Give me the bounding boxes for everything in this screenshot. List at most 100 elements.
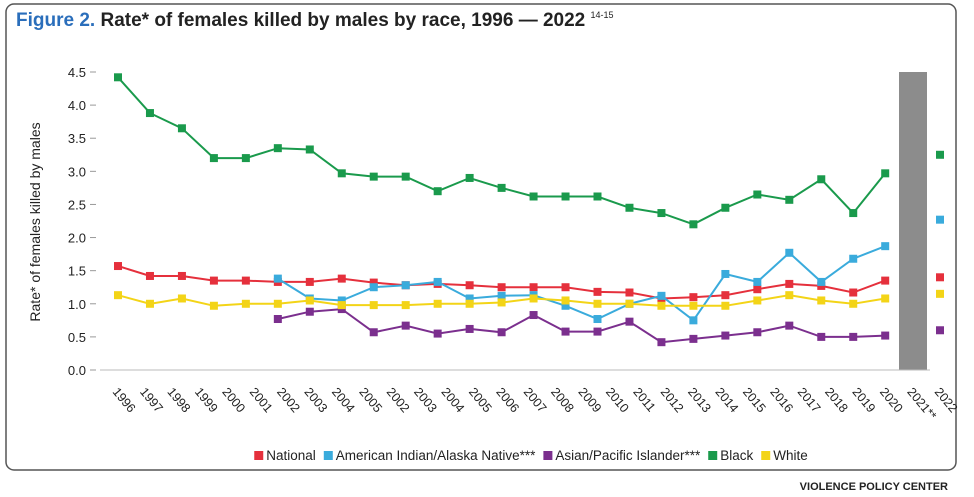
data-point [369,283,378,292]
data-point [305,145,314,154]
data-point [689,334,698,343]
data-point [817,277,826,286]
data-point [465,294,474,303]
data-point [369,172,378,181]
data-point [753,296,762,305]
data-point [721,291,730,300]
data-point [241,299,250,308]
data-point [561,327,570,336]
data-point [433,299,442,308]
data-point [657,209,666,218]
data-point [114,291,122,300]
data-point [936,273,944,282]
data-point [177,294,186,303]
legend-swatch [543,451,553,460]
data-point [753,190,762,199]
legend-label: American Indian/Alaska Native*** [336,448,536,463]
data-point [936,150,944,159]
data-point [689,301,698,310]
legend-swatch [761,451,771,460]
data-point [145,299,154,308]
data-point [849,332,858,341]
data-point [593,192,602,201]
data-point [241,154,250,163]
chart-title: Rate* of females killed by males by race… [100,10,585,31]
data-point [369,301,378,310]
data-point [305,307,314,316]
data-point [114,73,122,82]
data-point [561,192,570,201]
data-point [657,301,666,310]
data-point [337,296,346,305]
data-point [241,276,250,285]
data-point [593,315,602,324]
data-point [721,203,730,212]
data-point [273,315,282,324]
data-point [593,327,602,336]
data-point [177,271,186,280]
data-point [401,172,410,181]
y-tick-label: 0.5 [68,330,86,345]
data-point [561,283,570,292]
data-point [849,288,858,297]
data-point [849,254,858,263]
data-point [433,187,442,196]
legend-swatch [323,451,333,460]
data-point [881,242,890,251]
data-point [465,299,474,308]
data-point [497,283,506,292]
data-point [209,276,218,285]
data-point [593,287,602,296]
y-tick-label: 3.0 [68,164,86,179]
data-point [401,301,410,310]
data-point [785,279,794,288]
data-point [465,281,474,290]
data-point [529,294,538,303]
data-point [337,301,346,310]
y-tick-label: 0.0 [68,363,86,378]
data-point [881,276,890,285]
data-point [936,289,944,298]
data-point [209,301,218,310]
data-point [785,291,794,300]
data-point [753,328,762,337]
y-tick-label: 2.5 [68,197,86,212]
y-tick-label: 1.0 [68,297,86,312]
data-point [529,192,538,201]
data-point [625,203,634,212]
data-point [689,220,698,229]
data-point [689,316,698,325]
data-point [849,209,858,218]
data-point [529,283,538,292]
data-point [817,332,826,341]
data-point [305,296,314,305]
data-point [785,248,794,257]
data-point [817,296,826,305]
data-point [433,329,442,338]
data-point [721,331,730,340]
data-point [273,299,282,308]
data-point [401,281,410,290]
legend-label: White [773,448,808,463]
data-point [497,328,506,337]
data-point [785,321,794,330]
data-point [721,301,730,310]
data-point [936,326,944,335]
data-point [369,278,378,287]
legend: National American Indian/Alaska Native***… [254,448,808,463]
y-tick-label: 4.5 [68,65,86,80]
title-note: 14-15 [591,10,614,20]
y-axis-label: Rate* of females killed by males [27,122,43,321]
legend-label: Asian/Pacific Islander*** [555,448,701,463]
data-point [657,338,666,347]
data-point [657,291,666,300]
data-point [625,299,634,308]
data-point [561,301,570,310]
y-tick-label: 4.0 [68,98,86,113]
data-point [849,299,858,308]
data-point [401,321,410,330]
data-point [145,109,154,118]
data-point [625,288,634,297]
data-point [561,296,570,305]
